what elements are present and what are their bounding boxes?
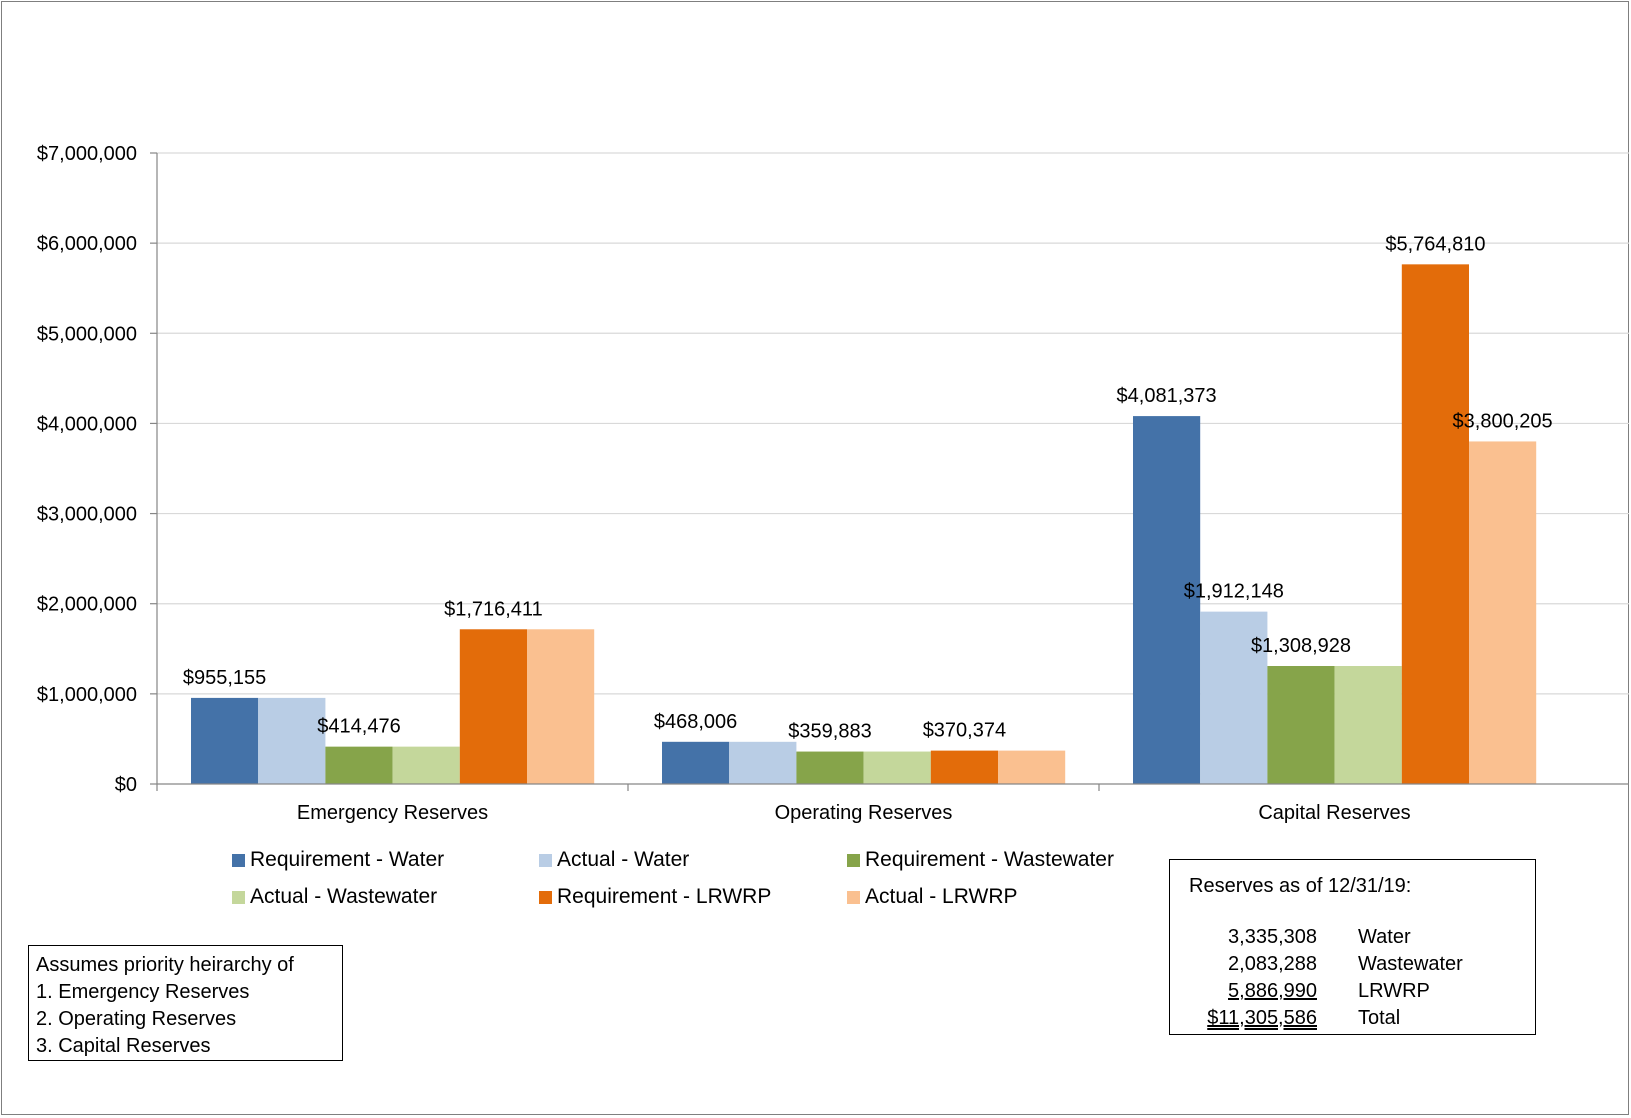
note-line: 3. Capital Reserves <box>36 1035 211 1057</box>
bar <box>998 750 1066 784</box>
summary-amount: 2,083,288 <box>1228 953 1317 975</box>
summary-row-water: 3,335,308 Water <box>1170 926 1535 952</box>
y-tick-label: $3,000,000 <box>37 504 137 526</box>
legend-swatch <box>539 890 552 904</box>
bar <box>1401 264 1469 784</box>
y-tick-label: $7,000,000 <box>37 143 137 165</box>
bar <box>1469 441 1537 784</box>
legend-item-actual-lrwrp: Actual - LRWRP <box>847 885 1018 909</box>
y-tick-label: $1,000,000 <box>37 684 137 706</box>
x-tick-label: Emergency Reserves <box>297 802 488 824</box>
x-tick-label: Operating Reserves <box>775 802 953 824</box>
data-label: $1,308,928 <box>1251 635 1351 657</box>
bar <box>1334 666 1402 784</box>
data-label: $5,764,810 <box>1385 233 1485 255</box>
bar <box>930 750 998 784</box>
bar <box>1200 611 1268 784</box>
legend-item-requirement-lrwrp: Requirement - LRWRP <box>539 885 771 909</box>
summary-amount: 3,335,308 <box>1228 926 1317 948</box>
bar <box>392 746 460 784</box>
summary-row-lrwrp: 5,886,990 LRWRP <box>1170 980 1535 1006</box>
data-label: $370,374 <box>923 720 1006 742</box>
y-tick-label: $6,000,000 <box>37 233 137 255</box>
y-tick-label: $5,000,000 <box>37 323 137 345</box>
bar <box>863 751 931 784</box>
bars <box>191 264 1537 784</box>
legend-label: Actual - LRWRP <box>865 885 1018 908</box>
priority-note-box: Assumes priority heirarchy of 1. Emergen… <box>28 945 343 1061</box>
data-label: $3,800,205 <box>1453 410 1553 432</box>
note-line: 2. Operating Reserves <box>36 1008 237 1030</box>
summary-label: Total <box>1358 1007 1401 1029</box>
note-line: Assumes priority heirarchy of <box>36 954 294 976</box>
data-label: $955,155 <box>183 667 266 689</box>
legend-item-requirement-wastewater: Requirement - Wastewater <box>847 848 1114 872</box>
legend-item-actual-water: Actual - Water <box>539 848 689 872</box>
legend-item-actual-wastewater: Actual - Wastewater <box>232 885 437 909</box>
data-label: $359,883 <box>788 721 871 743</box>
legend-label: Requirement - LRWRP <box>557 885 772 908</box>
summary-amount: $11,305,586 <box>1207 1007 1317 1029</box>
data-label: $1,912,148 <box>1184 581 1284 603</box>
reserves-summary-box: Reserves as of 12/31/19: 3,335,308 Water… <box>1169 859 1536 1035</box>
axes: $0 $1,000,000 $2,000,000 $3,000,000 $4,000,0… <box>37 143 1629 824</box>
x-tick-label: Capital Reserves <box>1258 802 1410 824</box>
summary-row-wastewater: 2,083,288 Wastewater <box>1170 953 1535 979</box>
legend: Requirement - Water Actual - Water Requi… <box>232 846 1182 926</box>
legend-item-requirement-water: Requirement - Water <box>232 848 444 872</box>
summary-label: LRWRP <box>1358 980 1430 1002</box>
data-label: $468,006 <box>654 711 737 733</box>
legend-swatch <box>232 853 245 867</box>
legend-label: Requirement - Water <box>250 848 445 871</box>
summary-amount: 5,886,990 <box>1228 980 1317 1002</box>
bar <box>258 697 326 784</box>
bar <box>796 751 864 784</box>
bar <box>325 746 393 784</box>
data-labels: $955,155 $414,476 $1,716,411 $468,006 $359,8… <box>183 233 1553 742</box>
data-label: $1,716,411 <box>444 598 543 620</box>
legend-swatch <box>232 890 245 904</box>
y-tick-label: $0 <box>115 774 137 796</box>
legend-swatch <box>847 890 860 904</box>
bar <box>191 697 259 784</box>
legend-swatch <box>539 853 552 867</box>
bar <box>1133 416 1201 784</box>
summary-label: Wastewater <box>1358 953 1463 975</box>
summary-title: Reserves as of 12/31/19: <box>1189 875 1412 897</box>
data-label: $4,081,373 <box>1117 385 1217 407</box>
bar <box>729 741 797 784</box>
legend-label: Requirement - Wastewater <box>865 848 1114 871</box>
bar <box>527 629 595 784</box>
bar <box>662 741 730 784</box>
summary-row-total: $11,305,586 Total <box>1170 1007 1535 1033</box>
summary-label: Water <box>1358 926 1411 948</box>
bar <box>459 629 527 784</box>
y-tick-label: $2,000,000 <box>37 594 137 616</box>
bar <box>1267 666 1335 784</box>
legend-label: Actual - Wastewater <box>250 885 438 908</box>
note-line: 1. Emergency Reserves <box>36 981 250 1003</box>
legend-label: Actual - Water <box>557 848 690 871</box>
data-label: $414,476 <box>317 716 400 738</box>
legend-swatch <box>847 853 860 867</box>
y-tick-label: $4,000,000 <box>37 413 137 435</box>
